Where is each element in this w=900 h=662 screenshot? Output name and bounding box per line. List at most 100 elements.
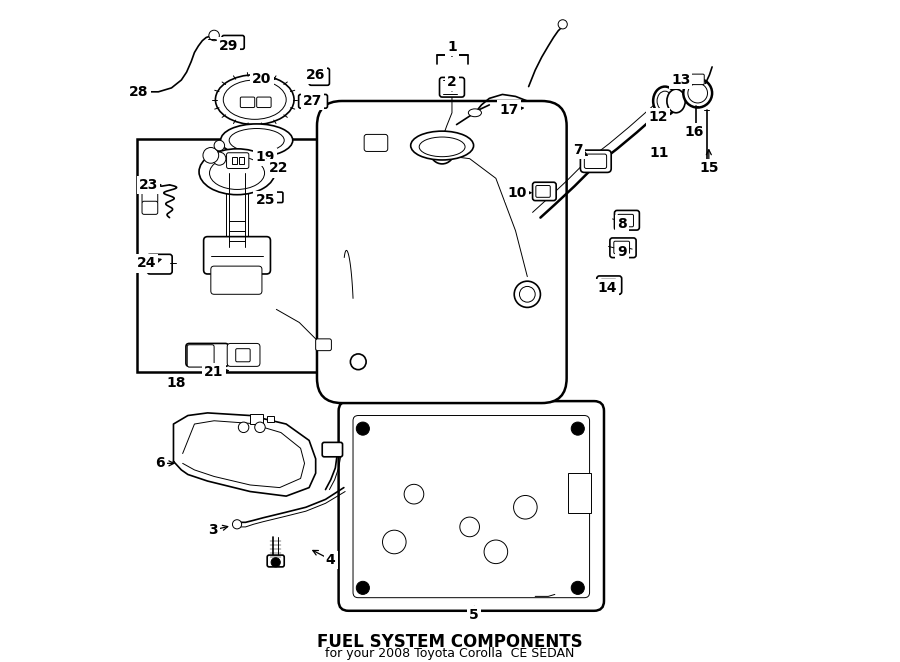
- FancyBboxPatch shape: [187, 345, 214, 367]
- Text: FUEL SYSTEM COMPONENTS: FUEL SYSTEM COMPONENTS: [317, 634, 583, 651]
- FancyBboxPatch shape: [615, 211, 639, 230]
- Ellipse shape: [199, 149, 275, 195]
- Bar: [232, 158, 237, 164]
- FancyBboxPatch shape: [617, 214, 634, 227]
- FancyBboxPatch shape: [211, 266, 262, 295]
- FancyBboxPatch shape: [691, 74, 704, 85]
- Circle shape: [558, 20, 567, 29]
- FancyBboxPatch shape: [536, 185, 550, 197]
- Bar: [250, 414, 263, 424]
- FancyBboxPatch shape: [256, 97, 271, 107]
- Text: 7: 7: [573, 143, 582, 157]
- Bar: [137, 139, 340, 371]
- FancyBboxPatch shape: [227, 344, 260, 366]
- FancyBboxPatch shape: [142, 201, 157, 214]
- Text: 20: 20: [252, 71, 272, 85]
- Text: 14: 14: [598, 281, 617, 295]
- Text: 16: 16: [685, 125, 704, 140]
- Text: 8: 8: [616, 217, 626, 231]
- Text: 5: 5: [470, 608, 479, 622]
- Circle shape: [255, 422, 266, 432]
- FancyBboxPatch shape: [236, 349, 250, 362]
- Circle shape: [209, 30, 220, 40]
- FancyBboxPatch shape: [309, 68, 329, 85]
- FancyBboxPatch shape: [353, 416, 590, 598]
- FancyBboxPatch shape: [316, 339, 331, 351]
- Text: 19: 19: [256, 150, 274, 164]
- Text: 24: 24: [137, 256, 157, 271]
- FancyBboxPatch shape: [186, 344, 229, 366]
- Circle shape: [404, 485, 424, 504]
- Circle shape: [203, 148, 219, 164]
- Circle shape: [140, 260, 150, 270]
- Text: 3: 3: [208, 523, 218, 537]
- FancyBboxPatch shape: [364, 134, 388, 152]
- Circle shape: [214, 140, 225, 151]
- Text: 17: 17: [500, 103, 518, 117]
- Ellipse shape: [210, 157, 265, 189]
- Ellipse shape: [223, 80, 286, 119]
- Text: 13: 13: [671, 73, 690, 87]
- Text: 1: 1: [447, 40, 457, 54]
- FancyBboxPatch shape: [299, 95, 328, 108]
- Circle shape: [212, 152, 226, 166]
- FancyBboxPatch shape: [614, 241, 629, 254]
- Ellipse shape: [468, 109, 482, 117]
- Text: 22: 22: [268, 162, 288, 175]
- Text: 9: 9: [616, 245, 626, 259]
- Ellipse shape: [215, 75, 294, 124]
- Circle shape: [382, 530, 406, 554]
- FancyBboxPatch shape: [584, 154, 607, 169]
- FancyBboxPatch shape: [580, 150, 611, 172]
- FancyBboxPatch shape: [271, 192, 283, 203]
- Circle shape: [484, 540, 508, 563]
- FancyBboxPatch shape: [600, 279, 617, 291]
- Text: 25: 25: [256, 193, 275, 207]
- Bar: [266, 416, 274, 422]
- Text: 15: 15: [699, 162, 718, 175]
- Ellipse shape: [657, 91, 673, 111]
- FancyBboxPatch shape: [203, 236, 271, 274]
- Bar: [568, 473, 591, 512]
- Ellipse shape: [410, 131, 473, 160]
- FancyBboxPatch shape: [610, 238, 636, 258]
- FancyBboxPatch shape: [240, 97, 255, 107]
- Text: 18: 18: [166, 376, 185, 390]
- Text: 6: 6: [156, 456, 166, 471]
- Circle shape: [350, 354, 366, 369]
- Text: 2: 2: [447, 75, 457, 89]
- FancyBboxPatch shape: [533, 182, 556, 201]
- Ellipse shape: [419, 137, 465, 157]
- Circle shape: [572, 422, 584, 435]
- FancyBboxPatch shape: [317, 101, 567, 403]
- FancyBboxPatch shape: [148, 254, 172, 274]
- Ellipse shape: [667, 89, 685, 113]
- FancyBboxPatch shape: [142, 179, 157, 192]
- FancyBboxPatch shape: [322, 442, 343, 457]
- Circle shape: [430, 140, 454, 164]
- Circle shape: [232, 520, 241, 529]
- Ellipse shape: [653, 87, 677, 115]
- Circle shape: [572, 581, 584, 594]
- Ellipse shape: [230, 128, 284, 152]
- Circle shape: [514, 495, 537, 519]
- Text: 21: 21: [204, 365, 224, 379]
- Circle shape: [271, 557, 280, 567]
- FancyBboxPatch shape: [227, 153, 248, 169]
- Circle shape: [519, 287, 536, 302]
- FancyBboxPatch shape: [439, 77, 464, 97]
- Text: 11: 11: [650, 146, 670, 160]
- Circle shape: [356, 581, 369, 594]
- Circle shape: [683, 79, 712, 107]
- Text: 23: 23: [139, 178, 158, 192]
- Circle shape: [356, 422, 369, 435]
- FancyBboxPatch shape: [222, 36, 244, 49]
- Text: 12: 12: [648, 111, 668, 124]
- FancyBboxPatch shape: [267, 555, 284, 567]
- FancyBboxPatch shape: [338, 401, 604, 611]
- FancyBboxPatch shape: [597, 276, 622, 295]
- FancyBboxPatch shape: [142, 190, 157, 203]
- Text: 28: 28: [129, 85, 148, 99]
- Circle shape: [460, 517, 480, 537]
- Circle shape: [514, 281, 540, 307]
